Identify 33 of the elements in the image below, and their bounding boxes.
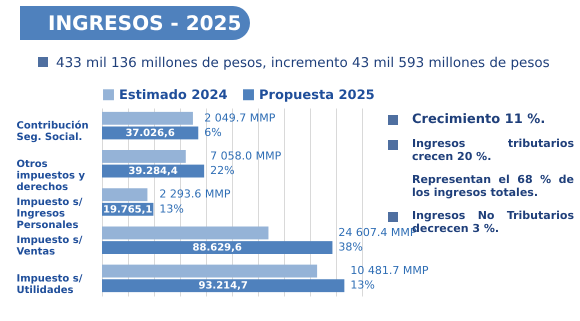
annotation: 6% bbox=[204, 126, 222, 139]
data-label: 19.765,1 bbox=[103, 204, 152, 216]
data-label: 39.284,4 bbox=[128, 166, 178, 178]
bar bbox=[102, 264, 318, 278]
legend-label: Estimado 2024 bbox=[119, 88, 228, 103]
bar bbox=[102, 150, 186, 163]
y-tick-label: Otros impuestos y derechos bbox=[16, 158, 86, 193]
y-tick-label: Impuesto s/ Utilidades bbox=[16, 273, 83, 296]
y-tick-label: Impuesto s/ Ingresos Personales bbox=[16, 197, 83, 231]
annotation: 13% bbox=[350, 278, 375, 292]
y-tick-label: Contribución Seg. Social. bbox=[16, 120, 89, 144]
data-label: 37.026,6 bbox=[125, 128, 175, 139]
bar bbox=[102, 188, 148, 202]
bar bbox=[102, 112, 193, 125]
data-label: 88.629,6 bbox=[192, 242, 242, 254]
bar bbox=[102, 241, 332, 254]
y-tick-label: Impuesto s/ Ventas bbox=[16, 235, 83, 258]
text: Crecimiento 11 %. bbox=[412, 112, 546, 127]
annotation: 22% bbox=[210, 164, 235, 178]
annotation: 2 293.6 MMP bbox=[159, 188, 231, 201]
annotation: 2 049.7 MMP bbox=[204, 111, 276, 124]
bar bbox=[102, 279, 344, 292]
annotation: 7 058.0 MMP bbox=[210, 149, 282, 162]
text: Representan el 68 % de los ingresos totales. bbox=[412, 173, 574, 199]
annotation: 13% bbox=[159, 202, 184, 216]
bar bbox=[102, 226, 268, 240]
chart-subtitle: 433 mil 136 millones de pesos, incremento 43 mil 593 millones de pesos bbox=[55, 55, 550, 71]
annotation: 10 481.7 MMP bbox=[350, 264, 429, 278]
chart-title: INGRESOS - 2025 bbox=[20, 6, 250, 40]
legend-label: Propuesta 2025 bbox=[259, 88, 375, 103]
text: Ingresos tributarios crecen 20 %. bbox=[412, 137, 574, 163]
data-label: 93.214,7 bbox=[198, 280, 248, 292]
annotation: 38% bbox=[338, 240, 363, 254]
